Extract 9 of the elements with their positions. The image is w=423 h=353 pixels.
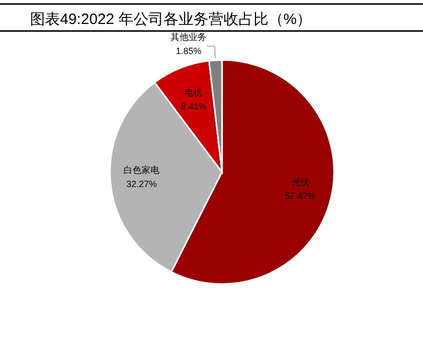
slice-label: 白色家电 — [124, 165, 160, 176]
slice-label: 其他业务 — [170, 32, 207, 42]
data-label: 32.27% — [126, 179, 157, 190]
title: 图表49:2022 年公司各业务营收占比（%） — [30, 11, 312, 28]
slice-label: 光伏 — [291, 176, 310, 187]
slice-label: 电机 — [184, 87, 203, 98]
data-label: 57.47% — [285, 190, 316, 201]
data-label: 1.85% — [176, 46, 202, 56]
data-label: 8.41% — [180, 101, 206, 112]
